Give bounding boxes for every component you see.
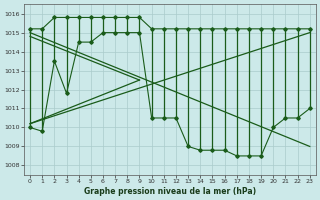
X-axis label: Graphe pression niveau de la mer (hPa): Graphe pression niveau de la mer (hPa) (84, 187, 256, 196)
